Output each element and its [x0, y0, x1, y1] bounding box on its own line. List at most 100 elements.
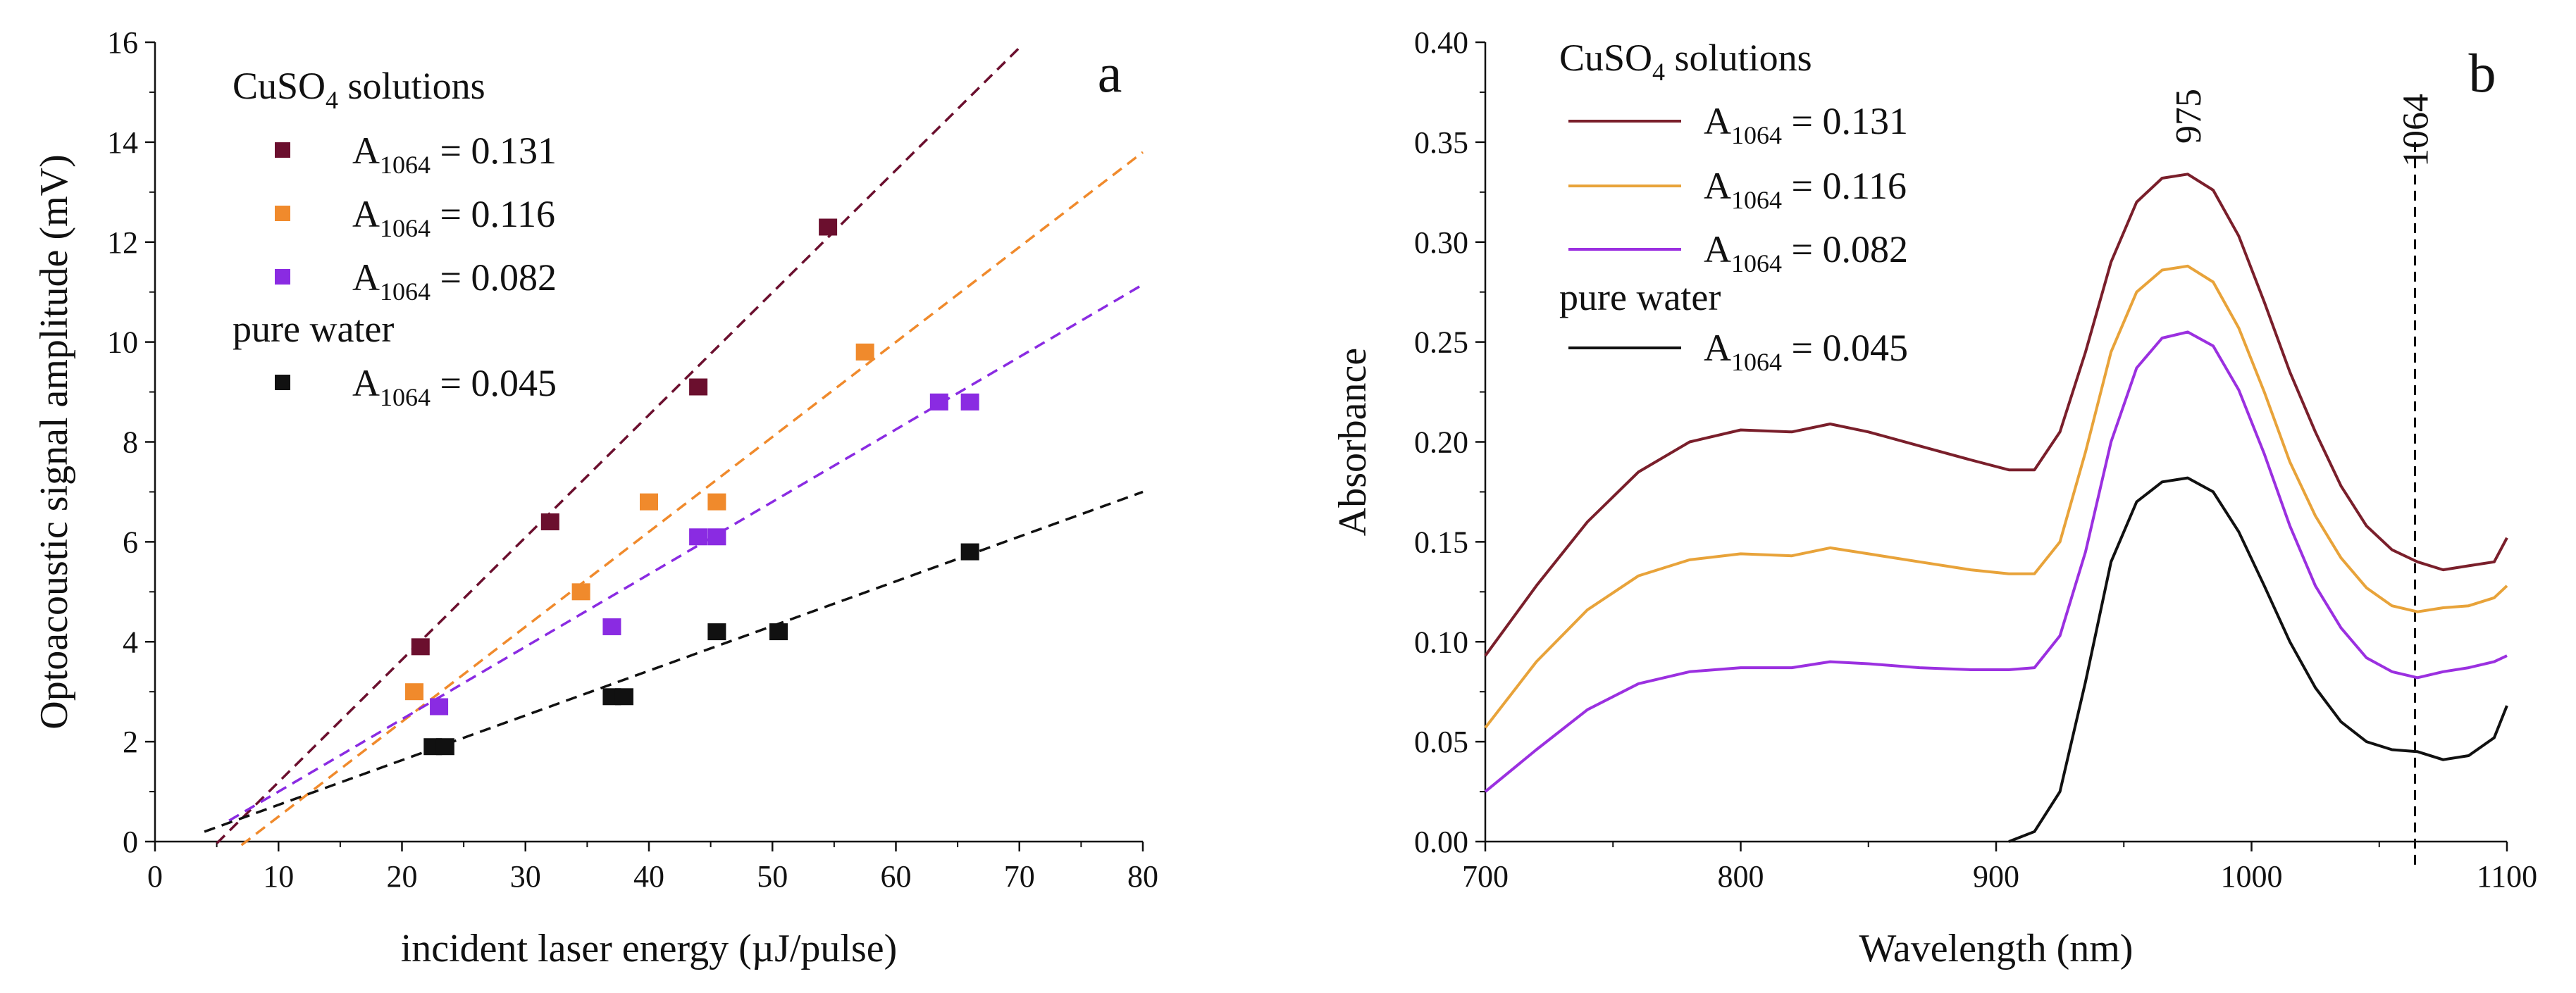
legend-label: A1064 = 0.116 [1704, 165, 1907, 214]
x-tick-label: 10 [263, 859, 294, 894]
y-tick-label: 0.35 [1414, 125, 1468, 160]
legend-header-water: pure water [1559, 276, 1721, 318]
legend-label-sub: 1064 [380, 214, 431, 242]
legend-label-main: A [1704, 100, 1731, 142]
legend-label-value: = 0.082 [431, 256, 557, 299]
y-tick-label: 0.25 [1414, 325, 1468, 360]
panel-label: b [2469, 42, 2496, 104]
legend-label: A1064 = 0.131 [1704, 100, 1908, 149]
legend-marker [275, 142, 290, 158]
y-tick-label: 0.20 [1414, 425, 1468, 460]
data-point [614, 688, 633, 706]
data-point [819, 218, 838, 236]
legend-label-sub: 1064 [380, 383, 431, 411]
data-point [929, 393, 948, 411]
data-point [960, 543, 979, 561]
y-tick-label: 2 [123, 725, 138, 759]
x-axis-title: incident laser energy (µJ/pulse) [401, 927, 898, 970]
legend-label-main: A [352, 193, 380, 235]
y-tick-label: 10 [107, 325, 138, 360]
y-tick-label: 0.15 [1414, 525, 1468, 559]
x-tick-label: 700 [1462, 859, 1509, 894]
legend-label-main: A [352, 362, 380, 404]
x-tick-label: 80 [1127, 859, 1158, 894]
x-tick-label: 30 [510, 859, 541, 894]
y-tick-label: 14 [107, 125, 138, 160]
legend-marker [275, 375, 290, 390]
y-tick-label: 12 [107, 225, 138, 260]
data-point [855, 343, 874, 361]
legend-label-value: = 0.045 [1782, 327, 1908, 369]
legend-label-sub: 1064 [380, 277, 431, 306]
legend-label-sub: 1064 [1731, 249, 1782, 277]
legend-label-main: A [352, 256, 380, 299]
legend-header-tail: solutions [1665, 37, 1812, 79]
data-point [689, 528, 708, 546]
panel-b-chart: 700 800 900 1000 1100 0.00 0.05 0.10 0.15 0.20 0.2… [1331, 25, 2537, 970]
legend-header-sub: 4 [326, 86, 338, 114]
legend-header-main: CuSO [1559, 37, 1652, 79]
data-point [405, 683, 424, 701]
y-tick-label: 4 [123, 625, 138, 659]
fit-line [216, 46, 1020, 844]
spectrum-line [1484, 173, 2508, 657]
data-point [430, 698, 449, 716]
fit-line [240, 151, 1144, 847]
data-point [411, 638, 430, 656]
spectrum-line [1484, 330, 2508, 793]
spectrum-line [1484, 264, 2508, 729]
legend-label: A1064 = 0.045 [352, 362, 557, 411]
x-axis-title: Wavelength (nm) [1859, 927, 2134, 970]
fit-line [228, 283, 1144, 822]
data-point [769, 623, 788, 641]
peak-label-975: 975 [2169, 89, 2209, 144]
legend-label: A1064 = 0.116 [352, 193, 555, 242]
x-tick-label: 60 [881, 859, 912, 894]
legend-label-value: = 0.131 [431, 130, 557, 172]
data-point [689, 378, 708, 396]
legend-header-water: pure water [233, 308, 394, 350]
y-tick-label: 0.00 [1414, 825, 1468, 859]
legend-label-main: A [1704, 165, 1731, 207]
legend-label-sub: 1064 [1731, 186, 1782, 214]
data-point [571, 583, 590, 601]
x-tick-label: 1100 [2477, 859, 2537, 894]
x-tick-label: 40 [633, 859, 664, 894]
legend-label-value: = 0.116 [431, 193, 555, 235]
y-tick-label: 0.10 [1414, 625, 1468, 659]
legend-label: A1064 = 0.131 [352, 130, 557, 179]
data-point [602, 618, 621, 635]
legend-label-sub: 1064 [1731, 121, 1782, 149]
panel-label: a [1098, 42, 1122, 104]
legend-label: A1064 = 0.082 [352, 256, 557, 306]
x-tick-label: 900 [1973, 859, 2019, 894]
y-tick-label: 0.30 [1414, 225, 1468, 260]
legend-label-sub: 1064 [380, 151, 431, 179]
y-axis-title: Optoacoustic signal amplitude (mV) [32, 154, 76, 729]
data-point [435, 738, 454, 756]
data-point [707, 623, 726, 641]
legend-marker [275, 269, 290, 285]
x-tick-label: 20 [387, 859, 418, 894]
data-point [960, 393, 979, 411]
legend-label-main: A [1704, 327, 1731, 369]
y-tick-label: 6 [123, 525, 138, 559]
legend-label-main: A [1704, 228, 1731, 270]
x-tick-label: 70 [1004, 859, 1035, 894]
legend-marker [275, 206, 290, 221]
y-tick-label: 0.40 [1414, 25, 1468, 60]
spectrum-line [2008, 476, 2508, 843]
y-tick-label: 0 [123, 825, 138, 859]
y-tick-label: 16 [107, 25, 138, 60]
data-point [540, 513, 559, 530]
data-point [707, 493, 726, 511]
legend-header-sub: 4 [1652, 58, 1665, 86]
data-point [707, 528, 726, 546]
fit-line [204, 490, 1144, 833]
legend-header-tail: solutions [338, 65, 485, 107]
x-tick-label: 1000 [2221, 859, 2283, 894]
y-tick-label: 0.05 [1414, 725, 1468, 759]
y-axis-title: Absorbance [1331, 348, 1375, 536]
x-tick-label: 50 [757, 859, 788, 894]
